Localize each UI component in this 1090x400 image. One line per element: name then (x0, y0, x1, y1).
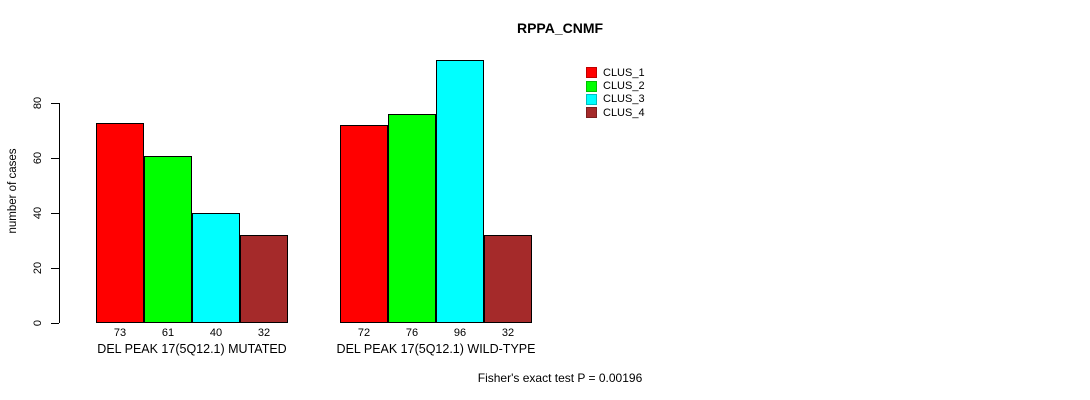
y-axis-tick-label: 20 (32, 261, 44, 274)
x-group-label: DEL PEAK 17(5Q12.1) MUTATED (97, 342, 287, 356)
bar-clus_3-group1 (192, 213, 240, 323)
legend-label: CLUS_3 (603, 93, 645, 106)
bar-value-label: 96 (453, 327, 467, 339)
bar-clus_3-group2 (436, 59, 484, 323)
bar-value-label: 40 (209, 327, 223, 339)
bar-clus_4-group1 (240, 235, 288, 323)
bar-value-label: 76 (405, 327, 419, 339)
y-axis-tick (51, 267, 59, 269)
legend-swatch (586, 107, 597, 119)
legend-label: CLUS_1 (603, 66, 645, 79)
x-group-label: DEL PEAK 17(5Q12.1) WILD-TYPE (336, 342, 536, 356)
legend-item-clus_4: CLUS_4 (586, 106, 645, 119)
y-axis-tick (51, 322, 59, 324)
bar-value-label: 73 (113, 327, 127, 339)
bar-value-label: 61 (161, 327, 175, 339)
y-axis-tick (51, 212, 59, 214)
bar-clus_4-group2 (484, 235, 532, 323)
y-axis-tick (51, 103, 59, 104)
chart-title: RPPA_CNMF (516, 20, 604, 36)
y-axis-tick-label: 40 (32, 206, 44, 219)
legend-swatch (586, 93, 597, 105)
legend-item-clus_2: CLUS_2 (586, 79, 645, 92)
legend-item-clus_3: CLUS_3 (586, 93, 645, 106)
fisher-test-annotation: Fisher's exact test P = 0.00196 (477, 371, 643, 385)
bar-clus_2-group2 (388, 114, 436, 323)
bar-value-label: 32 (257, 327, 271, 339)
bar-value-label: 72 (357, 327, 371, 339)
legend-item-clus_1: CLUS_1 (586, 66, 645, 79)
y-axis-tick-label: 60 (32, 151, 44, 164)
bar-clus_1-group1 (96, 122, 144, 323)
legend-label: CLUS_2 (603, 80, 645, 93)
y-axis-tick-label: 80 (32, 96, 44, 110)
y-axis-tick-label: 0 (32, 319, 44, 326)
bar-clus_1-group2 (340, 125, 388, 323)
legend-swatch (586, 67, 597, 79)
bar-clus_2-group1 (144, 155, 192, 323)
y-axis-tick (51, 157, 59, 159)
legend-swatch (586, 80, 597, 92)
legend: CLUS_1 CLUS_2 CLUS_3 CLUS_4 (586, 66, 645, 120)
legend-label: CLUS_4 (603, 106, 645, 119)
y-axis-line (59, 103, 60, 323)
bar-value-label: 32 (501, 327, 515, 339)
